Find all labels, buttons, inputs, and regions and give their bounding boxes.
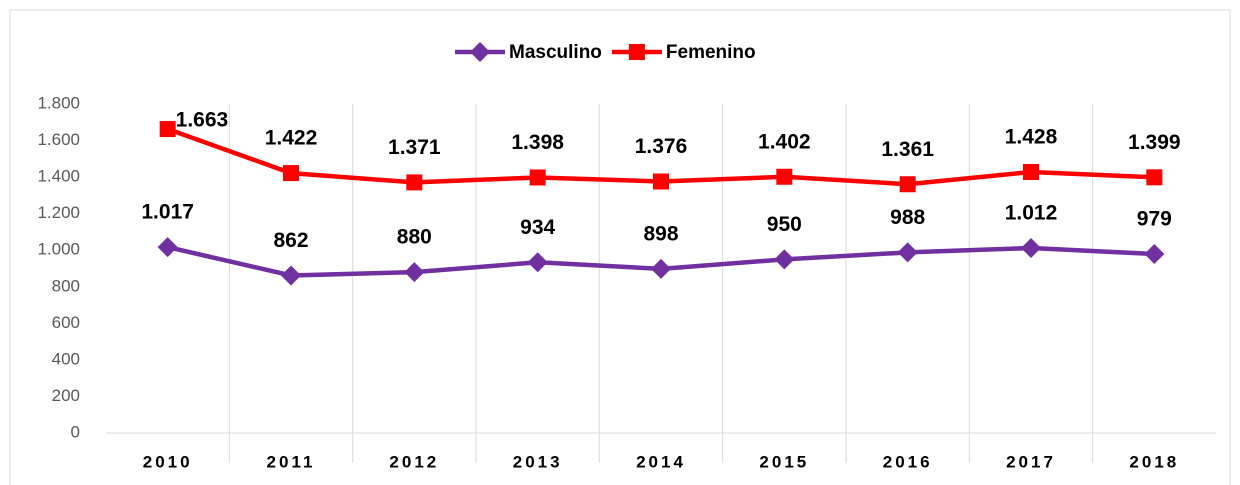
x-tick-label: 2016: [883, 452, 933, 471]
point: [281, 265, 301, 286]
y-tick-label: 0: [71, 422, 80, 441]
y-tick-label: 200: [52, 386, 80, 405]
data-label: 1.017: [141, 201, 194, 224]
x-tick-label: 2015: [759, 452, 809, 471]
y-tick-label: 1.800: [37, 93, 80, 112]
y-tick-label: 600: [52, 313, 80, 332]
data-label: 862: [273, 229, 308, 252]
data-label: 934: [520, 216, 555, 239]
data-label: 979: [1137, 208, 1172, 231]
point: [1144, 244, 1165, 265]
point: [1146, 169, 1163, 186]
legend-marker: [470, 42, 490, 62]
point: [897, 242, 918, 263]
point: [406, 174, 423, 191]
data-label: 1.399: [1128, 131, 1181, 154]
point: [1021, 238, 1041, 259]
data-label: 1.371: [388, 136, 441, 159]
point: [776, 168, 793, 185]
y-tick-label: 800: [52, 276, 80, 295]
x-tick-label: 2018: [1129, 452, 1179, 471]
point: [527, 252, 548, 273]
x-tick-label: 2010: [143, 452, 193, 471]
point: [1023, 163, 1039, 180]
point: [653, 173, 669, 190]
y-tick-label: 1.000: [37, 240, 80, 259]
data-label: 1.402: [758, 130, 811, 153]
data-label: 950: [767, 213, 802, 236]
data-label: 1.428: [1005, 126, 1058, 149]
data-label: 1.012: [1005, 202, 1058, 225]
point: [651, 258, 671, 279]
y-tick-label: 1.400: [37, 167, 80, 186]
point: [404, 262, 425, 283]
point: [283, 165, 299, 182]
x-tick-label: 2012: [389, 452, 439, 471]
data-label: 880: [397, 226, 432, 249]
x-tick-label: 2013: [513, 452, 563, 471]
data-label: 1.398: [511, 131, 564, 154]
x-tick-label: 2017: [1006, 452, 1056, 471]
data-label: 1.422: [265, 127, 318, 150]
y-tick-label: 1.200: [37, 203, 80, 222]
x-tick-label: 2011: [267, 452, 316, 471]
y-tick-label: 1.600: [37, 130, 80, 149]
data-label: 1.663: [176, 109, 229, 132]
point: [159, 121, 176, 138]
x-tick-label: 2014: [636, 452, 686, 471]
data-label: 988: [890, 206, 925, 229]
point: [899, 176, 916, 193]
y-tick-label: 400: [52, 349, 80, 368]
point: [529, 169, 546, 186]
legend-label: Masculino: [509, 42, 602, 63]
data-label: 898: [643, 222, 678, 245]
point: [774, 249, 795, 270]
point: [157, 237, 178, 258]
legend-label: Femenino: [666, 42, 756, 63]
data-label: 1.361: [881, 138, 934, 161]
data-label: 1.376: [635, 135, 688, 158]
legend-marker: [628, 44, 645, 60]
